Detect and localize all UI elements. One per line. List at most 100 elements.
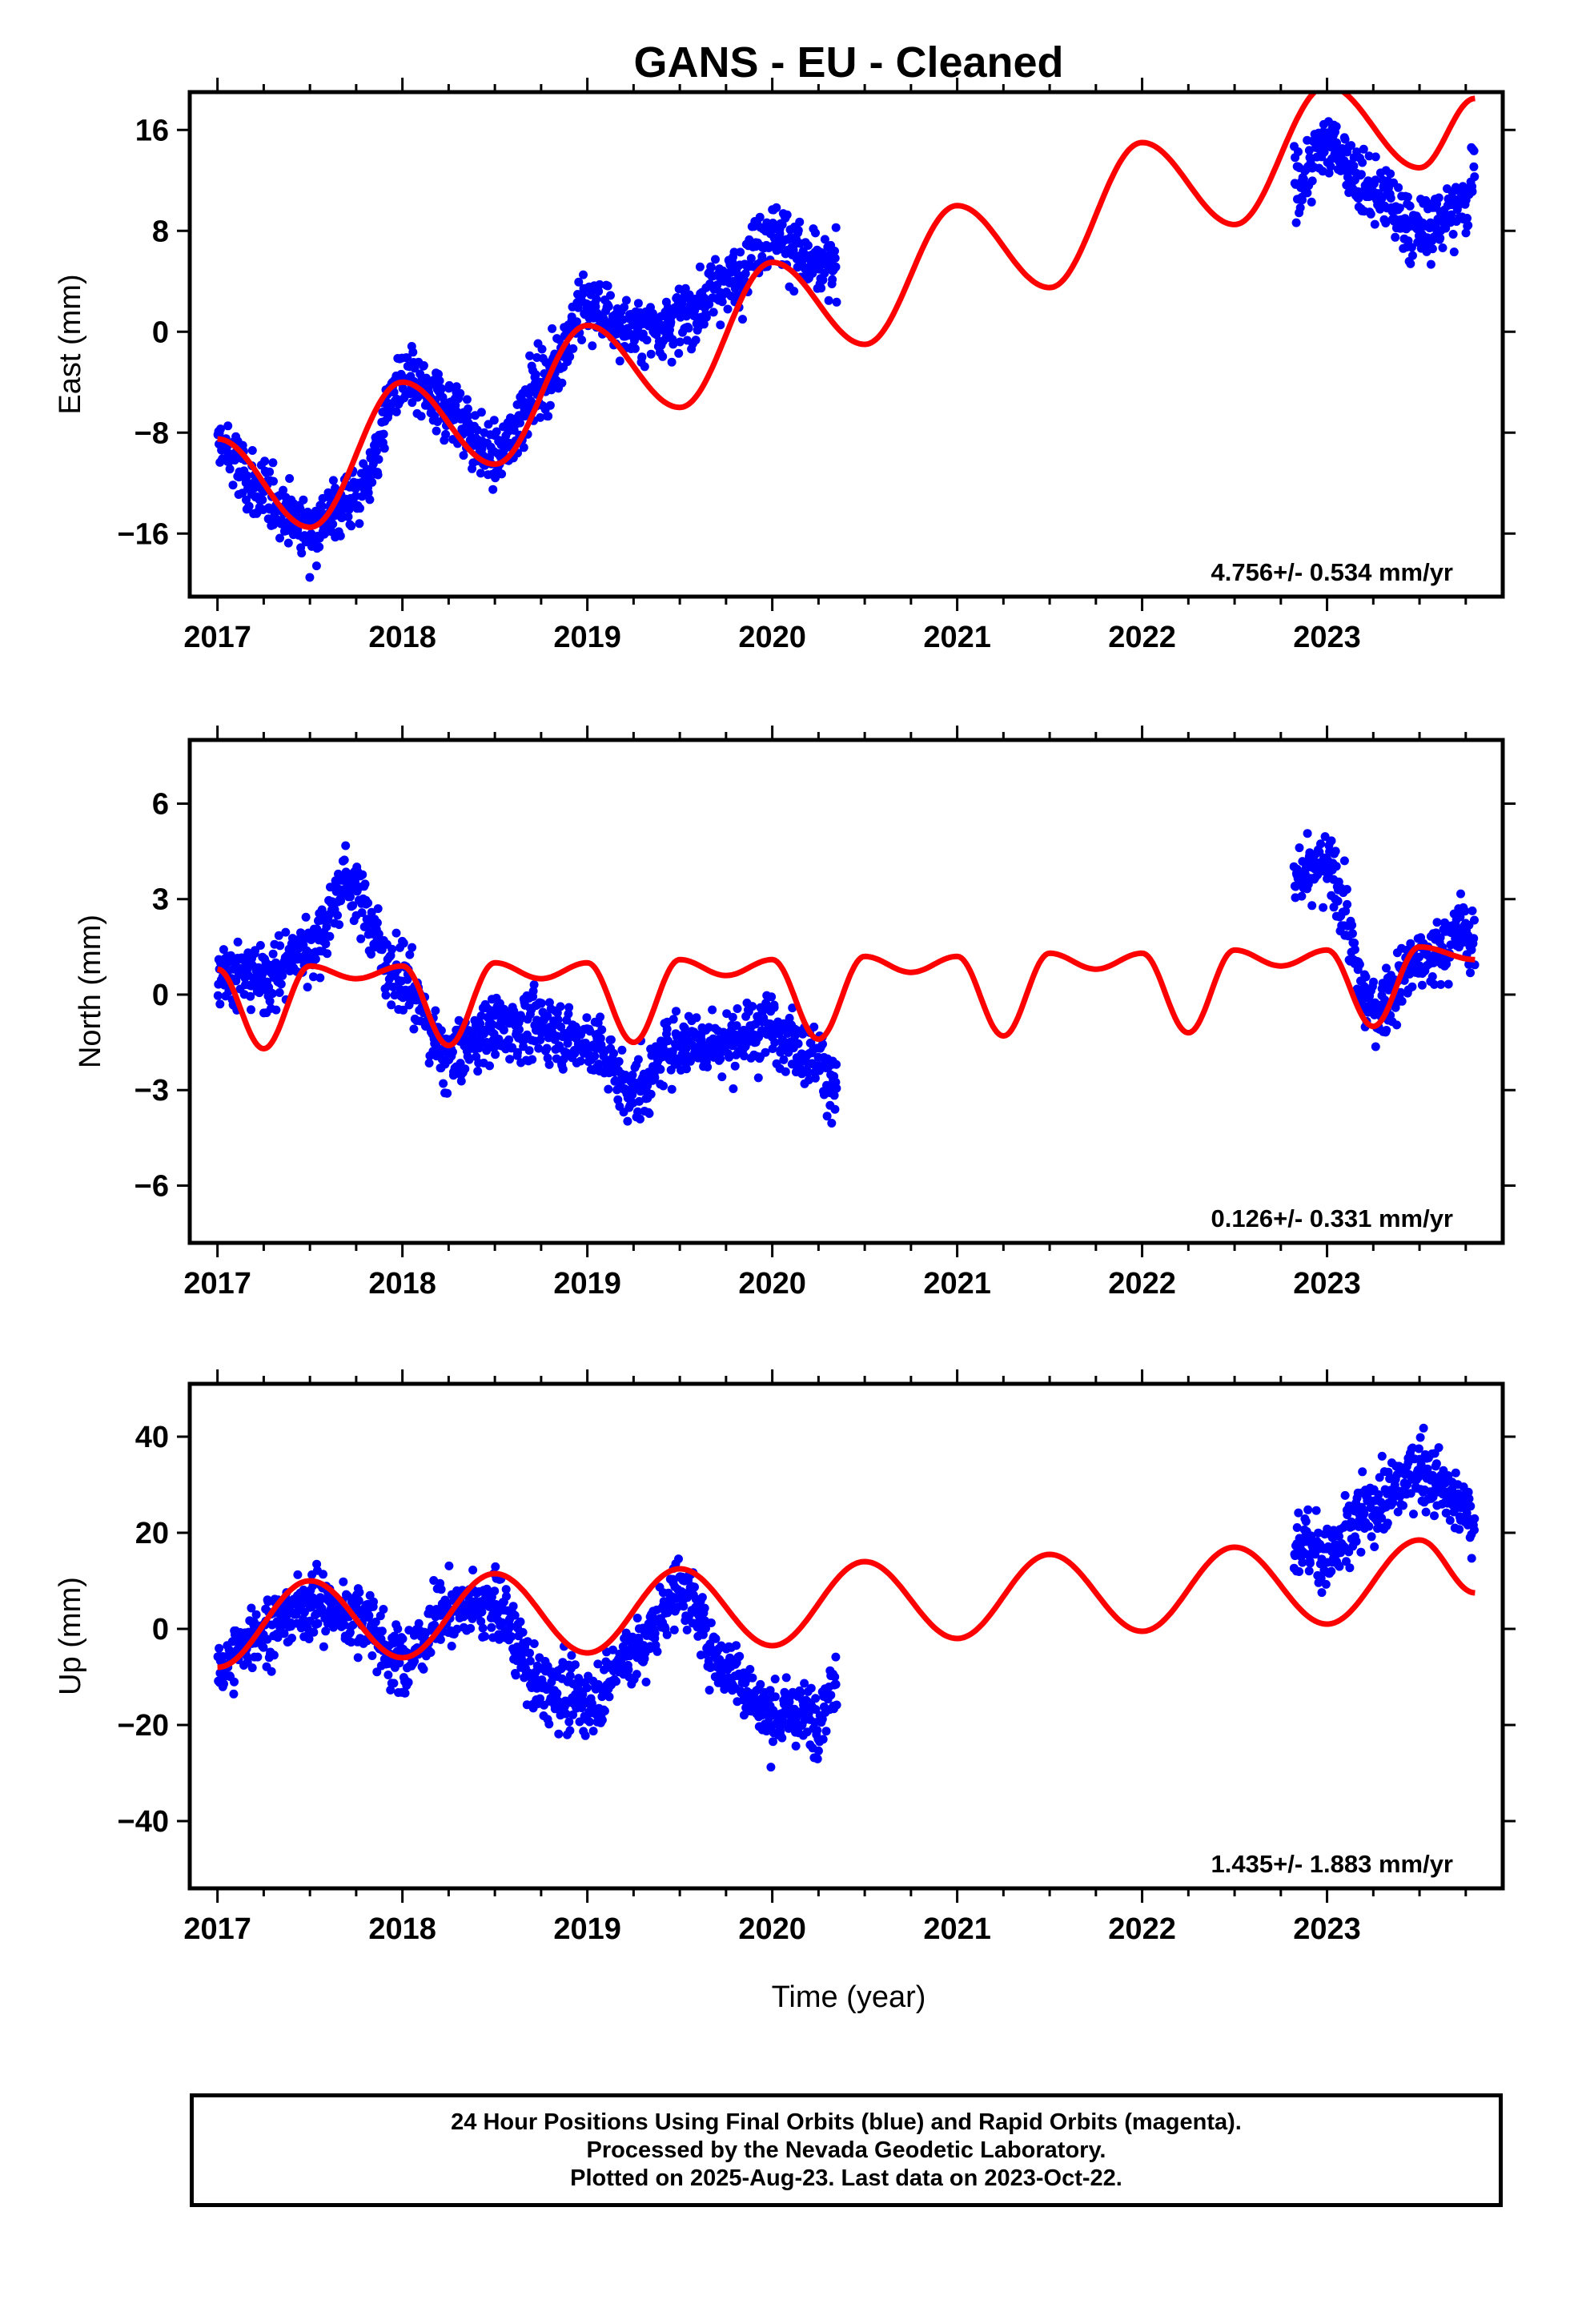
east-data-point xyxy=(477,444,487,453)
east-y-tick-label: 0 xyxy=(152,316,169,349)
up-data-point xyxy=(564,1717,574,1727)
north-data-point xyxy=(439,1079,448,1088)
east-data-point xyxy=(830,247,839,255)
north-data-point xyxy=(1347,920,1357,930)
up-data-point xyxy=(565,1726,575,1735)
up-data-point xyxy=(525,1656,535,1666)
north-data-point xyxy=(268,949,278,959)
north-data-point xyxy=(315,973,325,983)
east-data-point xyxy=(699,320,709,329)
east-data-point xyxy=(606,291,615,300)
up-data-point xyxy=(632,1670,641,1679)
north-data-point xyxy=(788,1003,797,1013)
east-data-point xyxy=(1469,162,1479,171)
north-data-point xyxy=(1371,1042,1380,1051)
north-data-point xyxy=(509,1010,519,1019)
up-data-point xyxy=(498,1618,508,1628)
north-data-point xyxy=(528,1055,537,1064)
east-data-point xyxy=(818,275,828,285)
east-data-point xyxy=(228,480,238,490)
up-data-point xyxy=(529,1639,539,1648)
east-data-point xyxy=(820,235,829,244)
east-data-point xyxy=(526,396,536,406)
east-data-point xyxy=(347,521,356,531)
north-data-point xyxy=(1315,847,1324,857)
north-data-point xyxy=(443,1088,452,1098)
east-rate-label: 4.756+/- 0.534 mm/yr xyxy=(1211,558,1453,586)
north-data-point xyxy=(1466,968,1475,978)
north-data-point xyxy=(408,943,417,952)
north-data-point xyxy=(832,1059,841,1069)
north-data-point xyxy=(558,1064,568,1074)
up-data-point xyxy=(1303,1505,1313,1514)
north-data-point xyxy=(576,1056,585,1066)
up-data-point xyxy=(1445,1516,1455,1525)
east-data-point xyxy=(1448,230,1458,239)
up-data-point xyxy=(641,1677,651,1687)
north-data-point xyxy=(729,1084,738,1093)
up-data-point xyxy=(662,1630,672,1639)
east-data-point xyxy=(674,284,684,294)
up-data-point xyxy=(1454,1489,1463,1498)
up-data-point xyxy=(593,1659,603,1669)
east-plot-frame xyxy=(187,90,1505,599)
north-data-point xyxy=(1295,843,1304,853)
east-data-point xyxy=(285,474,295,483)
north-data-point xyxy=(1406,939,1415,948)
north-data-point xyxy=(488,1020,497,1029)
up-data-point xyxy=(624,1665,633,1675)
up-data-point xyxy=(426,1648,436,1657)
north-data-point xyxy=(372,918,382,927)
up-data-point xyxy=(1377,1514,1387,1523)
up-data-point xyxy=(770,1675,780,1684)
east-data-point xyxy=(371,446,381,456)
east-data-point xyxy=(1371,152,1380,162)
east-data-point xyxy=(216,424,225,434)
up-data-point xyxy=(386,1685,396,1695)
up-data-point xyxy=(1443,1471,1453,1481)
up-data-point xyxy=(447,1642,456,1651)
up-x-tick-label: 2019 xyxy=(553,1912,621,1946)
up-data-point xyxy=(312,1559,322,1569)
north-x-tick-label: 2020 xyxy=(738,1267,806,1301)
up-data-point xyxy=(1294,1508,1303,1518)
north-rate-label: 0.126+/- 0.331 mm/yr xyxy=(1211,1204,1453,1232)
up-data-point xyxy=(452,1624,462,1634)
up-data-point xyxy=(1307,1531,1316,1541)
east-data-point xyxy=(328,476,338,485)
east-data-point xyxy=(516,418,524,428)
up-data-point xyxy=(1416,1460,1426,1470)
up-data-point xyxy=(697,1593,707,1602)
east-data-point xyxy=(548,324,557,333)
north-data-point xyxy=(753,1073,763,1083)
north-data-point xyxy=(716,1054,725,1063)
north-data-point xyxy=(732,1021,741,1031)
east-data-point xyxy=(444,380,454,390)
east-data-point xyxy=(667,357,677,367)
east-data-point xyxy=(432,426,441,436)
up-x-tick-label: 2023 xyxy=(1293,1912,1361,1946)
up-data-point xyxy=(565,1671,575,1680)
up-data-point xyxy=(1344,1501,1354,1510)
east-x-tick-label: 2019 xyxy=(553,621,621,654)
east-y-tick-label: 8 xyxy=(152,215,169,248)
north-data-point xyxy=(274,931,283,940)
east-data-point xyxy=(803,241,813,250)
up-data-point xyxy=(806,1683,816,1693)
up-data-point xyxy=(404,1678,413,1687)
north-data-point xyxy=(564,1009,573,1019)
up-data-point xyxy=(757,1711,767,1720)
north-data-point xyxy=(1430,979,1439,989)
up-data-point xyxy=(811,1694,821,1703)
east-data-point xyxy=(355,504,364,513)
north-data-point xyxy=(325,931,335,941)
up-data-point xyxy=(796,1688,805,1698)
east-data-point xyxy=(1403,236,1413,246)
east-data-point xyxy=(1426,259,1435,269)
footer-line-1: 24 Hour Positions Using Final Orbits (bl… xyxy=(451,2109,1242,2135)
north-data-point xyxy=(504,1035,514,1044)
up-data-point xyxy=(1440,1478,1450,1488)
north-data-point xyxy=(1339,856,1349,866)
up-x-tick-label: 2021 xyxy=(923,1912,991,1946)
up-data-point xyxy=(436,1585,446,1594)
